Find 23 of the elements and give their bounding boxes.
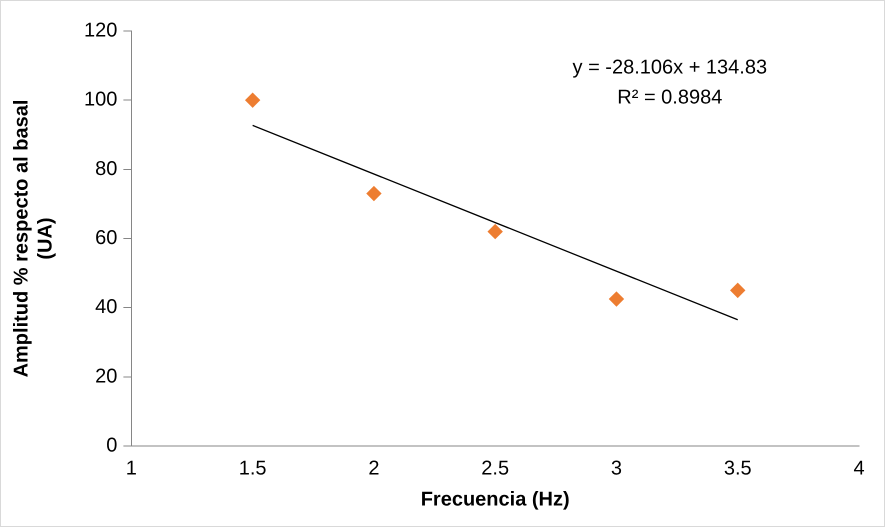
- point: [366, 186, 382, 202]
- x-tick-label: 1.5: [238, 458, 267, 480]
- x-tick-label: 2.5: [481, 458, 510, 480]
- annotation: R² = 0.8984: [617, 86, 722, 109]
- point: [730, 282, 746, 298]
- annotation: y = -28.106x + 134.83: [572, 56, 768, 79]
- y-tick-label: 40: [95, 296, 118, 318]
- x-axis-title: Frecuencia (Hz): [420, 488, 570, 511]
- x-tick-label: 2: [368, 458, 380, 480]
- x-tick-label: 1: [126, 458, 137, 480]
- y-tick-label: 0: [106, 434, 118, 457]
- point: [488, 224, 503, 240]
- point: [245, 92, 260, 108]
- x-tick-label: 4: [853, 458, 865, 480]
- y-tick-label: 100: [84, 88, 118, 111]
- x-tick-label: 3.5: [724, 458, 752, 480]
- y-tick-label: 80: [95, 158, 118, 180]
- y-tick-label: 20: [95, 365, 118, 388]
- point: [608, 292, 624, 307]
- y-tick-label: 120: [84, 20, 118, 42]
- x-tick-label: 3: [610, 458, 622, 480]
- y-tick-label: 60: [95, 227, 118, 250]
- y-axis-title: Amplitud % respecto al basal (UA): [10, 100, 57, 378]
